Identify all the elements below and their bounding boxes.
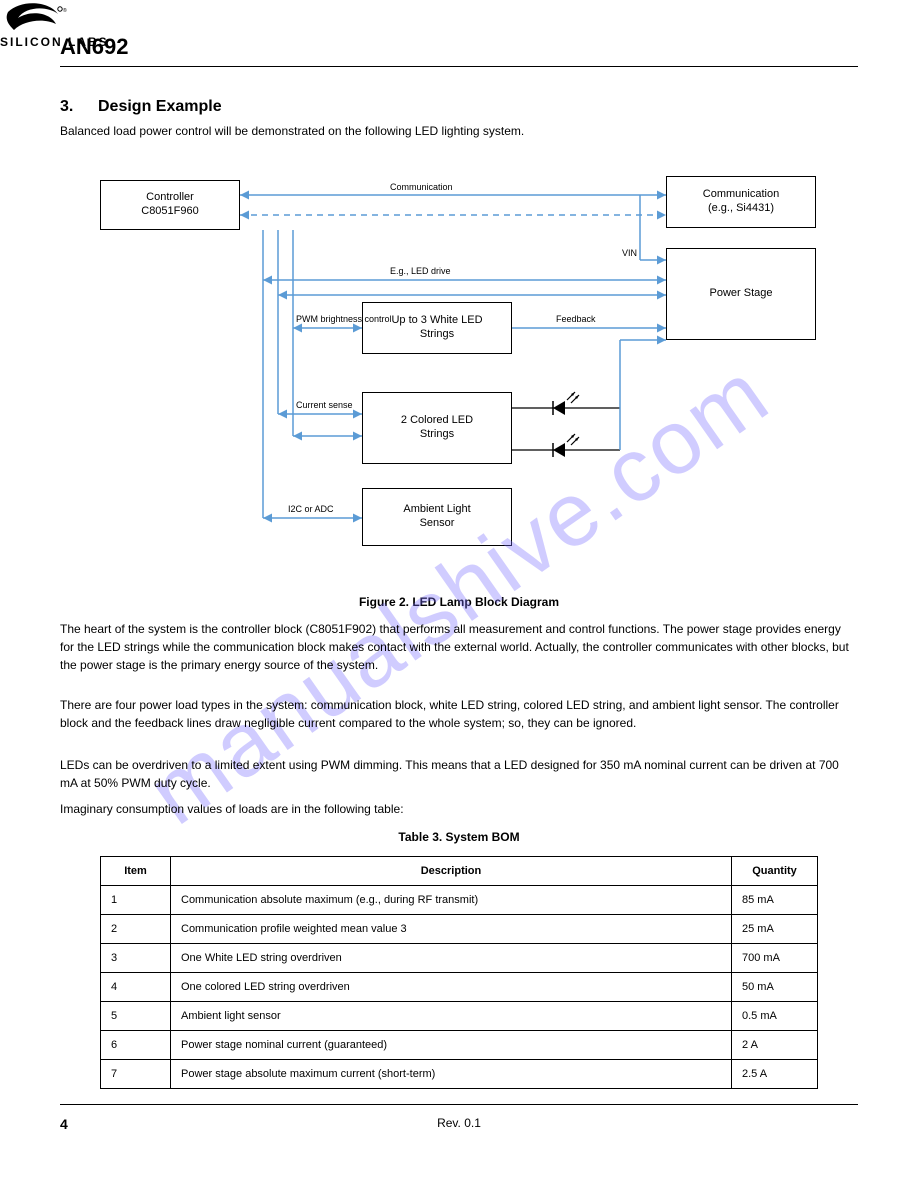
box-comm-l2: (e.g., Si4431) — [708, 202, 774, 216]
header-rule — [60, 66, 858, 67]
label-pwm: PWM brightness control — [296, 314, 392, 324]
table-row: 5 Ambient light sensor 0.5 mA — [101, 1002, 818, 1031]
box-ambient-l1: Ambient Light — [403, 503, 470, 517]
cell-qty: 0.5 mA — [732, 1002, 818, 1031]
box-white: Up to 3 White LED Strings — [362, 302, 512, 354]
th-item: Item — [101, 857, 171, 886]
box-comm-l1: Communication — [703, 188, 779, 202]
silicon-labs-logo: ® SILICON LABS — [0, 0, 130, 50]
svg-text:®: ® — [63, 7, 67, 14]
bom-table: Item Description Quantity 1 Communicatio… — [100, 856, 818, 1089]
cell-qty: 700 mA — [732, 944, 818, 973]
revision: Rev. 0.1 — [0, 1116, 918, 1130]
table-row: 2 Communication profile weighted mean va… — [101, 915, 818, 944]
box-controller-l1: Controller — [146, 191, 194, 205]
label-i2c: I2C or ADC — [288, 504, 334, 514]
box-ambient-l2: Sensor — [420, 517, 455, 531]
cell-desc: Ambient light sensor — [171, 1002, 732, 1031]
th-desc: Description — [171, 857, 732, 886]
para-1: The heart of the system is the controlle… — [60, 620, 858, 674]
label-comm: Communication — [390, 182, 453, 192]
table-row: 3 One White LED string overdriven 700 mA — [101, 944, 818, 973]
cell-qty: 25 mA — [732, 915, 818, 944]
cell-item: 6 — [101, 1031, 171, 1060]
box-power: Power Stage — [666, 248, 816, 340]
section-intro: Balanced load power control will be demo… — [60, 124, 524, 138]
cell-qty: 2.5 A — [732, 1060, 818, 1089]
cell-desc: Communication profile weighted mean valu… — [171, 915, 732, 944]
table-row: 4 One colored LED string overdriven 50 m… — [101, 973, 818, 1002]
table-row: 7 Power stage absolute maximum current (… — [101, 1060, 818, 1089]
table-header-row: Item Description Quantity — [101, 857, 818, 886]
cell-qty: 2 A — [732, 1031, 818, 1060]
cell-item: 5 — [101, 1002, 171, 1031]
box-color: 2 Colored LED Strings — [362, 392, 512, 464]
table-row: 1 Communication absolute maximum (e.g., … — [101, 886, 818, 915]
para-3: LEDs can be overdriven to a limited exte… — [60, 756, 858, 792]
table-body: 1 Communication absolute maximum (e.g., … — [101, 886, 818, 1089]
table-title: Table 3. System BOM — [0, 830, 918, 844]
cell-qty: 50 mA — [732, 973, 818, 1002]
cell-item: 7 — [101, 1060, 171, 1089]
cell-item: 3 — [101, 944, 171, 973]
label-pwr: E.g., LED drive — [390, 266, 451, 276]
block-diagram: Controller C8051F960 Communication (e.g.… — [60, 160, 858, 600]
cell-item: 2 — [101, 915, 171, 944]
box-comm: Communication (e.g., Si4431) — [666, 176, 816, 228]
label-vin: VIN — [622, 248, 637, 258]
svg-text:SILICON LABS: SILICON LABS — [0, 35, 109, 49]
footer-rule — [60, 1104, 858, 1105]
section-title: Design Example — [98, 98, 222, 116]
cell-desc: Communication absolute maximum (e.g., du… — [171, 886, 732, 915]
box-controller-l2: C8051F960 — [141, 205, 199, 219]
table-row: 6 Power stage nominal current (guarantee… — [101, 1031, 818, 1060]
label-fb: Feedback — [556, 314, 596, 324]
box-controller: Controller C8051F960 — [100, 180, 240, 230]
box-color-l2: Strings — [420, 428, 454, 442]
label-cs: Current sense — [296, 400, 353, 410]
section-number: 3. — [60, 98, 73, 116]
cell-item: 1 — [101, 886, 171, 915]
box-color-l1: 2 Colored LED — [401, 414, 473, 428]
box-power-l1: Power Stage — [710, 287, 773, 301]
cell-desc: Power stage absolute maximum current (sh… — [171, 1060, 732, 1089]
figure-caption: Figure 2. LED Lamp Block Diagram — [0, 595, 918, 609]
cell-desc: Power stage nominal current (guaranteed) — [171, 1031, 732, 1060]
para-4: Imaginary consumption values of loads ar… — [60, 800, 858, 818]
cell-desc: One colored LED string overdriven — [171, 973, 732, 1002]
box-ambient: Ambient Light Sensor — [362, 488, 512, 546]
cell-desc: One White LED string overdriven — [171, 944, 732, 973]
para-2: There are four power load types in the s… — [60, 696, 858, 732]
box-white-l1: Up to 3 White LED — [391, 314, 482, 328]
cell-qty: 85 mA — [732, 886, 818, 915]
cell-item: 4 — [101, 973, 171, 1002]
th-qty: Quantity — [732, 857, 818, 886]
box-white-l2: Strings — [420, 328, 454, 342]
